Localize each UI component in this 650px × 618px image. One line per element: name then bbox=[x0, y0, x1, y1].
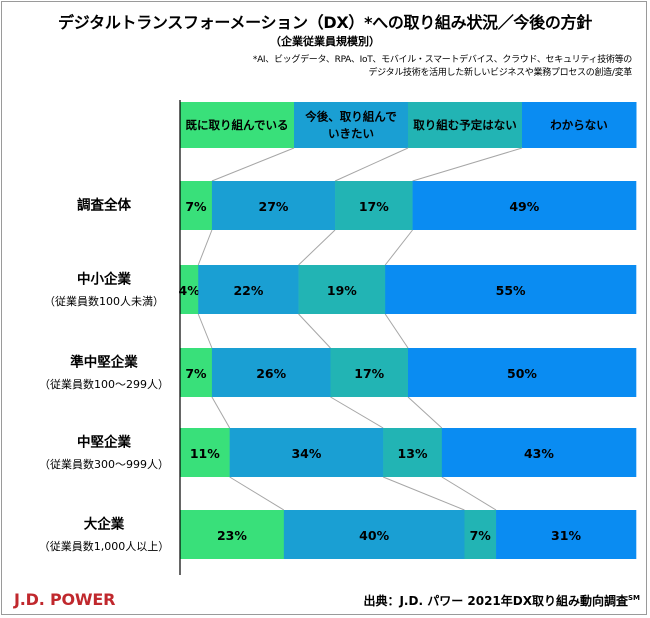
connector-line bbox=[298, 229, 336, 266]
legend-swatch-3 bbox=[408, 102, 523, 148]
connector-line bbox=[382, 476, 465, 511]
legend-label-2-line-1: 今後、取り組んで bbox=[304, 110, 396, 124]
legend-label-2-line-2: いきたい bbox=[328, 127, 374, 141]
data-label: 31% bbox=[551, 528, 581, 543]
data-label: 11% bbox=[190, 446, 220, 461]
chart-title: デジタルトランスフォーメーション（DX）*への取り組み状況／今後の方針 bbox=[58, 13, 592, 32]
connector-line bbox=[384, 313, 409, 349]
connector-line bbox=[298, 313, 331, 349]
bar-segment bbox=[180, 348, 213, 397]
data-label: 34% bbox=[291, 446, 321, 461]
category-label: 準中堅企業 bbox=[70, 354, 138, 371]
category-label: 調査全体 bbox=[77, 197, 131, 214]
bar-segment bbox=[330, 348, 409, 397]
connector-line bbox=[229, 476, 285, 511]
legend-swatch-2 bbox=[294, 102, 409, 148]
bar-segment bbox=[464, 510, 497, 559]
data-label: 50% bbox=[507, 366, 537, 381]
connector-line bbox=[441, 476, 497, 511]
connector-line bbox=[334, 147, 409, 182]
bar-segment bbox=[211, 348, 331, 397]
category-sublabel: （従業員数300～999人） bbox=[39, 458, 169, 471]
connector-line bbox=[211, 147, 295, 182]
connector-line bbox=[330, 396, 384, 429]
data-label: 7% bbox=[185, 366, 207, 381]
bar-segment bbox=[408, 348, 637, 397]
data-label: 27% bbox=[259, 199, 289, 214]
legend-label-3-line-1: 取り組む予定はない bbox=[413, 118, 517, 132]
legend-label-4-line-1: わからない bbox=[550, 118, 608, 132]
bar-segment bbox=[496, 510, 637, 559]
connector-line bbox=[211, 396, 231, 429]
legend-label-1-line-1: 既に取り組んでいる bbox=[186, 118, 289, 132]
data-label: 26% bbox=[256, 366, 286, 381]
connector-line bbox=[384, 229, 413, 266]
source-text: 出典：J.D. パワー 2021年DX取り組み動向調査 bbox=[363, 594, 628, 608]
bar-segment bbox=[180, 510, 285, 559]
legend-swatch-4 bbox=[522, 102, 637, 148]
data-label: 23% bbox=[217, 528, 247, 543]
data-label: 13% bbox=[398, 446, 428, 461]
category-sublabel: （従業員数1,000人以上） bbox=[39, 540, 170, 553]
data-label: 17% bbox=[354, 366, 384, 381]
bar-segment bbox=[180, 428, 230, 477]
data-label: 49% bbox=[509, 199, 539, 214]
data-label: 22% bbox=[233, 283, 263, 298]
data-label: 7% bbox=[185, 199, 207, 214]
category-label: 中堅企業 bbox=[77, 434, 131, 451]
connector-line bbox=[407, 396, 443, 429]
bar-segment bbox=[383, 428, 443, 477]
bar-segment bbox=[385, 265, 637, 314]
footnote-line-1: *AI、ビッグデータ、RPA、IoT、モバイル・スマートデバイス、クラウド、セキ… bbox=[252, 55, 632, 65]
category-sublabel: （従業員数100人未満） bbox=[44, 295, 164, 308]
category-sublabel: （従業員数100～299人） bbox=[39, 378, 169, 391]
connector-line bbox=[197, 229, 213, 266]
footnote: *AI、ビッグデータ、RPA、IoT、モバイル・スマートデバイス、クラウド、セキ… bbox=[212, 54, 632, 80]
source-credit: 出典：J.D. パワー 2021年DX取り組み動向調査SM bbox=[363, 592, 640, 609]
data-label: 55% bbox=[496, 283, 526, 298]
bar-segment bbox=[283, 510, 465, 559]
bar-segment bbox=[335, 181, 413, 230]
bar-segment bbox=[180, 181, 213, 230]
category-label: 中小企業 bbox=[77, 271, 131, 288]
footnote-line-2: デジタル技術を活用した新しいビジネスや業務プロセスの創造/変革 bbox=[368, 68, 632, 78]
bar-segment bbox=[229, 428, 384, 477]
data-label: 7% bbox=[470, 528, 492, 543]
bar-segment bbox=[298, 265, 386, 314]
category-label: 大企業 bbox=[84, 516, 125, 533]
data-label: 43% bbox=[524, 446, 554, 461]
bar-segment bbox=[412, 181, 637, 230]
data-label: 17% bbox=[359, 199, 389, 214]
bar-segment bbox=[180, 265, 199, 314]
bar-segment bbox=[198, 265, 299, 314]
data-label: 4% bbox=[179, 283, 201, 298]
bar-segment bbox=[441, 428, 637, 477]
source-service-mark: SM bbox=[627, 594, 640, 602]
bar-segment bbox=[211, 181, 336, 230]
connector-line bbox=[412, 147, 523, 182]
jd-power-logo: J.D. POWER bbox=[14, 590, 116, 609]
chart-subtitle: （企業従業員規模別） bbox=[270, 35, 380, 48]
legend-swatch-1 bbox=[180, 102, 295, 148]
data-label: 19% bbox=[327, 283, 357, 298]
data-label: 40% bbox=[359, 528, 389, 543]
connector-line bbox=[197, 313, 213, 349]
